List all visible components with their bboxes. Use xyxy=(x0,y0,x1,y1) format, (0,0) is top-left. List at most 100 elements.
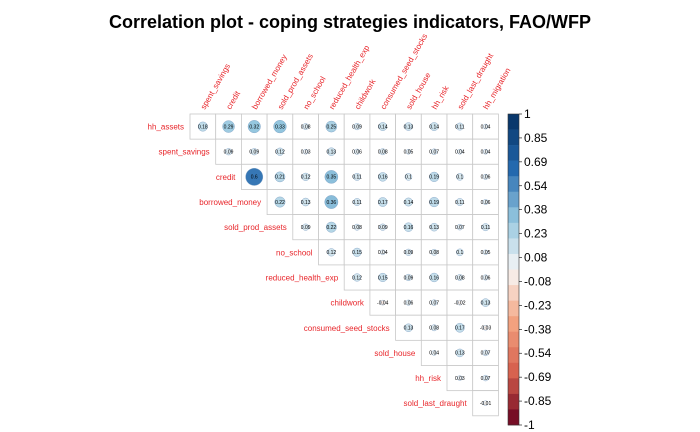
corr-circle xyxy=(225,148,233,156)
corr-value-label: 0.13 xyxy=(326,150,336,156)
corr-circle xyxy=(482,349,489,357)
corr-circle xyxy=(302,149,309,155)
corr-circle xyxy=(430,248,438,256)
corr-circle xyxy=(431,299,438,306)
colorbar-tick-label: 0.23 xyxy=(524,227,548,241)
corr-circle xyxy=(457,375,463,381)
corr-value-label: 0.12 xyxy=(326,250,336,256)
corr-circle xyxy=(404,248,412,256)
row-label-credit: credit xyxy=(216,173,236,182)
corr-circle xyxy=(378,172,388,182)
colorbar-tick-label: -0.08 xyxy=(524,274,552,288)
cell xyxy=(395,214,422,241)
corr-circle xyxy=(455,323,465,333)
corr-circle xyxy=(482,173,489,180)
row-label-spent_savings: spent_savings xyxy=(159,148,210,157)
corr-circle xyxy=(324,195,339,209)
corr-value-label: 0.16 xyxy=(378,175,388,181)
chart-title: Correlation plot - coping strategies ind… xyxy=(109,12,591,32)
corr-circle xyxy=(455,122,464,131)
row-label-consumed_seed_stocks: consumed_seed_stocks xyxy=(304,324,390,333)
corr-circle xyxy=(222,120,235,133)
corr-circle xyxy=(431,350,437,356)
row-label-hh_risk: hh_risk xyxy=(415,374,442,383)
corr-value-label: 0.17 xyxy=(378,200,388,206)
colorbar-tick-label: 0.85 xyxy=(524,131,548,145)
corr-value-label: 0.6 xyxy=(251,175,258,181)
corr-circle xyxy=(405,149,412,155)
corr-circle xyxy=(482,325,489,331)
corr-circle xyxy=(457,149,463,155)
cell xyxy=(266,189,294,215)
colorbar-segment xyxy=(508,114,519,130)
colorbar-segment xyxy=(508,347,519,364)
col-label-consumed_seed_stocks: consumed_seed_stocks xyxy=(379,32,430,111)
corr-value-label: 0.09 xyxy=(404,250,414,256)
col-label-credit: credit xyxy=(224,89,242,111)
corr-value-label: 0.12 xyxy=(301,175,311,181)
corr-circle xyxy=(482,400,489,406)
corr-circle xyxy=(250,148,258,156)
row-label-reduced_health_exp: reduced_health_exp xyxy=(266,273,339,282)
corr-circle xyxy=(353,223,361,231)
corr-value-label: 0.09 xyxy=(404,275,414,281)
corr-value-label: 0.07 xyxy=(481,376,491,382)
corr-value-label: 0.06 xyxy=(352,150,362,156)
corr-circle xyxy=(404,122,413,131)
corr-circle xyxy=(197,121,208,132)
corr-value-label: 0.04 xyxy=(455,150,465,156)
corr-value-label: 0.04 xyxy=(378,250,388,256)
corr-circle xyxy=(353,173,361,181)
corr-value-label: 0.11 xyxy=(455,124,465,130)
corr-value-label: 0.04 xyxy=(429,351,439,357)
corr-circle xyxy=(327,147,336,156)
corr-circle xyxy=(325,120,338,133)
corr-circle xyxy=(273,120,287,134)
corr-value-label: 0.16 xyxy=(429,275,439,281)
corr-value-label: 0.04 xyxy=(481,124,491,130)
row-label-sold_last_draught: sold_last_draught xyxy=(404,399,468,408)
corr-value-label: 0.08 xyxy=(429,326,439,332)
colorbar-segment xyxy=(508,378,519,395)
colorbar-tick-label: 0.08 xyxy=(524,251,548,265)
colorbar-segment xyxy=(508,238,519,255)
corr-value-label: 0.25 xyxy=(326,124,336,130)
row-label-hh_assets: hh_assets xyxy=(148,123,184,132)
corr-circle xyxy=(380,249,386,256)
colorbar-segment xyxy=(508,176,519,193)
corr-circle xyxy=(404,197,413,207)
colorbar: 1 0.85 0.69 0.54 0.38 0.23 0.08 -0.08 -0.23 -0.38… xyxy=(507,107,552,432)
colorbar-segment xyxy=(508,316,519,332)
corr-value-label: -0.01 xyxy=(480,401,492,407)
colorbar-segment xyxy=(508,300,519,317)
corr-circle xyxy=(379,223,387,231)
corr-circle xyxy=(302,123,309,130)
colorbar-segment xyxy=(508,145,519,161)
corr-circle xyxy=(429,122,439,131)
corr-circle xyxy=(325,221,337,233)
colorbar-tick-label: 0.38 xyxy=(524,203,548,217)
colorbar-segment xyxy=(508,285,519,301)
corr-value-label: 0.09 xyxy=(352,124,362,130)
col-label-sold_house: sold_house xyxy=(404,71,433,111)
corr-value-label: 0.33 xyxy=(275,124,285,130)
corr-value-label: 0.1 xyxy=(456,175,463,181)
corr-value-label: 0.13 xyxy=(481,300,491,306)
corr-value-label: -0.02 xyxy=(454,300,466,306)
corr-value-label: 0.07 xyxy=(429,150,439,156)
corr-value-label: 0.13 xyxy=(404,326,414,332)
corr-circle xyxy=(482,149,489,155)
corr-circle xyxy=(455,198,464,206)
corr-circle xyxy=(456,274,464,281)
corr-value-label: 0.12 xyxy=(352,275,362,281)
corr-circle xyxy=(275,147,284,156)
corr-value-label: 0.09 xyxy=(249,150,259,156)
corr-value-label: 0.09 xyxy=(224,150,234,156)
corr-value-label: 0.13 xyxy=(301,200,311,206)
corr-circle xyxy=(405,299,412,306)
corr-value-label: 0.11 xyxy=(455,200,465,206)
colorbar-segment xyxy=(508,269,519,286)
